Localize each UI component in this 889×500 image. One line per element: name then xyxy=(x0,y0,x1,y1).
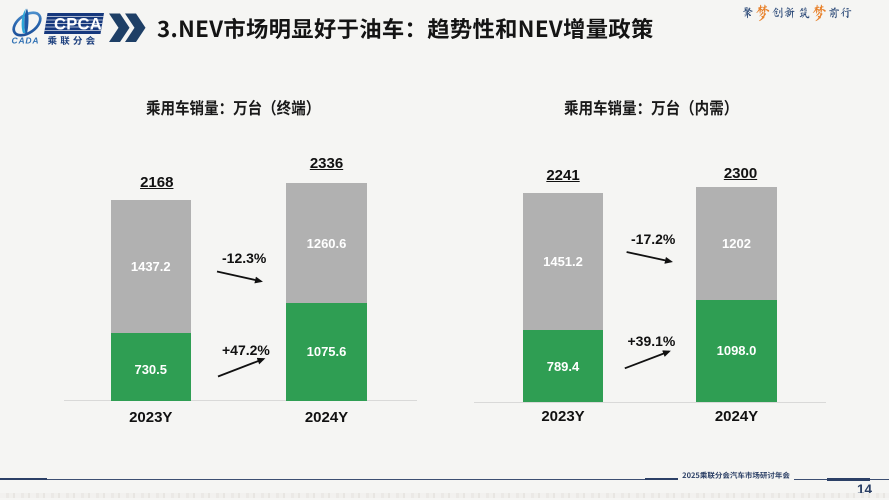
svg-text:CPCA: CPCA xyxy=(54,16,102,34)
svg-text:CADA: CADA xyxy=(12,36,40,46)
